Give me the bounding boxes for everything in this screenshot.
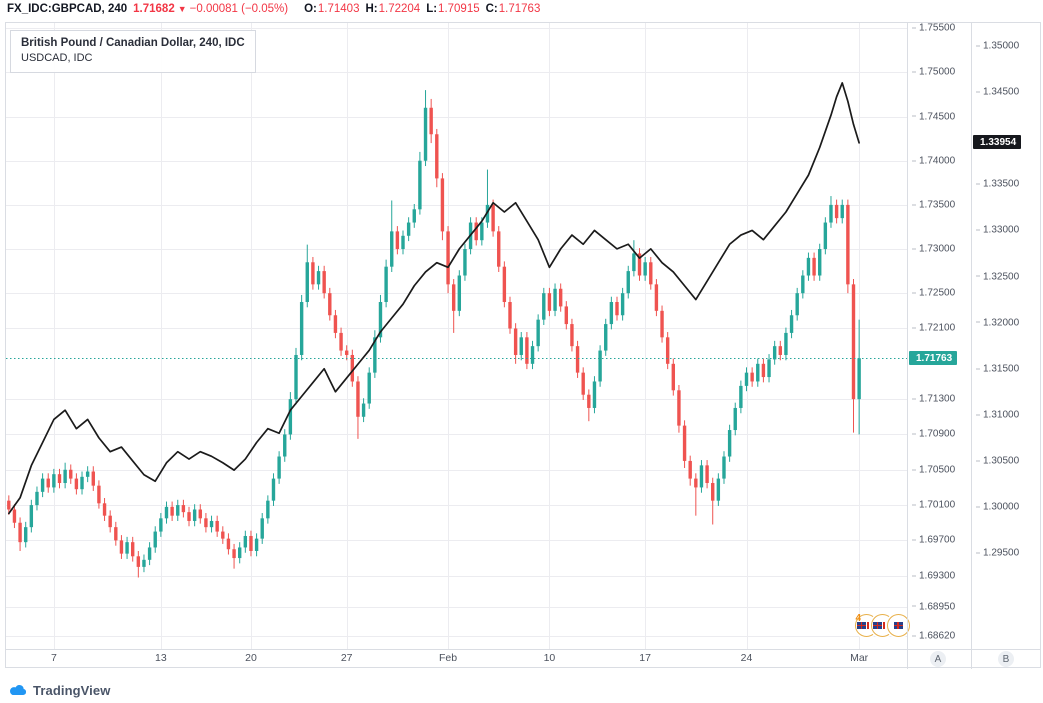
gbpcad-tick-label: 1.74000 bbox=[912, 155, 955, 166]
low-value: 1.70915 bbox=[438, 3, 480, 15]
usdcad-tick-label: 1.33500 bbox=[976, 179, 1019, 190]
usdcad-tick-label: 1.31000 bbox=[976, 409, 1019, 420]
tradingview-logo-text[interactable]: TradingView bbox=[33, 682, 111, 698]
time-tick-label: Feb bbox=[439, 652, 458, 664]
price-axis-usdcad[interactable]: 1.35000 1.34500 1.33500 1.33000 1.32500 1.320… bbox=[971, 23, 1041, 669]
time-axis[interactable]: 7 13 20 27 Feb 10 17 24 Mar bbox=[6, 650, 907, 668]
time-axis-divider bbox=[6, 649, 1040, 650]
gbpcad-tick-label: 1.73000 bbox=[912, 244, 955, 255]
usdcad-tick-label: 1.33000 bbox=[976, 225, 1019, 236]
chart-canvas[interactable] bbox=[6, 23, 907, 649]
gbpcad-tick-label: 1.72500 bbox=[912, 288, 955, 299]
usdcad-tick-label: 1.29500 bbox=[976, 548, 1019, 559]
price-change: −0.00081 (−0.05%) bbox=[189, 3, 289, 15]
time-tick-label: 7 bbox=[50, 652, 57, 664]
gbpcad-tick-label: 1.69300 bbox=[912, 570, 955, 581]
gbpcad-tick-label: 1.72100 bbox=[912, 323, 955, 334]
uk-flag-icon bbox=[873, 622, 882, 629]
usdcad-tick-label: 1.31500 bbox=[976, 363, 1019, 374]
usdcad-tick-label: 1.30000 bbox=[976, 502, 1019, 513]
tradingview-cloud-icon[interactable] bbox=[8, 684, 28, 697]
time-tick-label: 24 bbox=[740, 652, 753, 664]
open-value: 1.71403 bbox=[317, 3, 360, 15]
gbpcad-tick-label: 1.70100 bbox=[912, 500, 955, 511]
low-label: L: bbox=[426, 3, 438, 15]
high-value: 1.72204 bbox=[378, 3, 421, 15]
close-label: C: bbox=[485, 3, 498, 15]
footer: TradingView bbox=[8, 680, 110, 700]
down-arrow-icon: ▼ bbox=[177, 4, 187, 14]
gbpcad-current-price-badge: 1.71763 bbox=[909, 351, 958, 366]
high-label: H: bbox=[365, 3, 378, 15]
chart-frame: British Pound / Canadian Dollar, 240, ID… bbox=[5, 22, 1041, 669]
usdcad-current-price-badge: 1.33954 bbox=[973, 135, 1022, 150]
usdcad-tick-label: 1.35000 bbox=[976, 41, 1019, 52]
gbpcad-tick-label: 1.68950 bbox=[912, 601, 955, 612]
usdcad-tick-label: 1.32000 bbox=[976, 317, 1019, 328]
gbpcad-tick-label: 1.74500 bbox=[912, 111, 955, 122]
price-axis-gbpcad[interactable]: 1.75500 1.75000 1.74500 1.74000 1.73500 1.730… bbox=[907, 23, 971, 669]
time-tick-label: 17 bbox=[639, 652, 651, 664]
gbpcad-tick-label: 1.73500 bbox=[912, 199, 955, 210]
gbpcad-tick-label: 1.69700 bbox=[912, 535, 955, 546]
time-tick-label: Mar bbox=[850, 652, 869, 664]
ideas-count: 4 bbox=[855, 613, 861, 624]
scale-toggle-a[interactable]: A bbox=[930, 651, 946, 667]
uk-flag-icon bbox=[857, 622, 866, 629]
scale-toggle-b[interactable]: B bbox=[998, 651, 1014, 667]
symbol-info-bar: FX_IDC:GBPCAD, 240 1.71682 ▼ −0.00081 (−… bbox=[7, 3, 540, 19]
uk-flag-icon bbox=[893, 622, 903, 629]
legend-main-series[interactable]: British Pound / Canadian Dollar, 240, ID… bbox=[21, 37, 245, 49]
time-tick-label: 27 bbox=[340, 652, 353, 664]
open-label: O: bbox=[304, 3, 317, 15]
usdcad-tick-label: 1.34500 bbox=[976, 87, 1019, 98]
gbpcad-tick-label: 1.70900 bbox=[912, 429, 955, 440]
chart-plot-area[interactable]: British Pound / Canadian Dollar, 240, ID… bbox=[6, 23, 910, 649]
chart-legend[interactable]: British Pound / Canadian Dollar, 240, ID… bbox=[10, 30, 256, 73]
gbpcad-tick-label: 1.75000 bbox=[912, 67, 955, 78]
legend-overlay-series[interactable]: USDCAD, IDC bbox=[21, 52, 93, 64]
usdcad-tick-label: 1.32500 bbox=[976, 271, 1019, 282]
time-tick-label: 13 bbox=[155, 652, 167, 664]
gbpcad-tick-label: 1.71300 bbox=[912, 394, 955, 405]
idea-flag-gbpcad[interactable] bbox=[887, 614, 910, 637]
gbpcad-tick-label: 1.68620 bbox=[912, 630, 955, 641]
symbol-title[interactable]: FX_IDC:GBPCAD, 240 bbox=[7, 3, 128, 15]
usdcad-tick-label: 1.30500 bbox=[976, 455, 1019, 466]
time-tick-label: 20 bbox=[245, 652, 257, 664]
last-price: 1.71682 bbox=[133, 3, 175, 15]
ideas-bubble-group[interactable]: 4 bbox=[855, 613, 910, 637]
gbpcad-tick-label: 1.75500 bbox=[912, 23, 955, 34]
gbpcad-tick-label: 1.70500 bbox=[912, 464, 955, 475]
time-tick-label: 10 bbox=[543, 652, 556, 664]
close-value: 1.71763 bbox=[498, 3, 541, 15]
